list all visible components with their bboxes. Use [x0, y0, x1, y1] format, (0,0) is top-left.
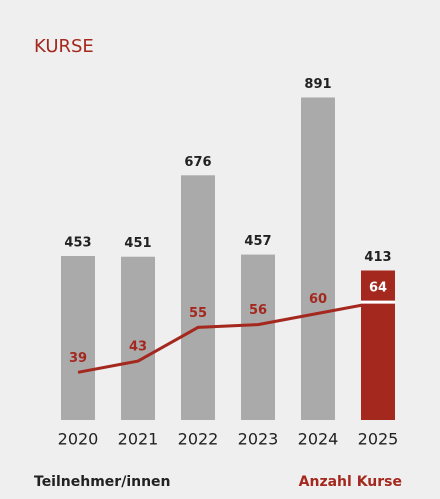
- bar-value-label: 451: [124, 236, 151, 251]
- line-value-label: 56: [249, 303, 267, 318]
- bar: [181, 175, 215, 420]
- bar-value-label: 676: [184, 155, 211, 170]
- legend-label: Teilnehmer/innen: [34, 474, 171, 490]
- line-value-label: 43: [129, 340, 147, 355]
- bar: [361, 270, 395, 420]
- chart-title: KURSE: [34, 36, 94, 57]
- bar-value-label: 457: [244, 234, 271, 249]
- x-tick-label: 2024: [298, 430, 339, 449]
- bar: [241, 254, 275, 420]
- bar: [301, 97, 335, 420]
- line-value-label: 64: [369, 281, 387, 296]
- bar-value-label: 413: [364, 250, 391, 265]
- legend-label: Anzahl Kurse: [299, 474, 402, 490]
- line-value-label: 55: [189, 306, 207, 321]
- line-value-label: 60: [309, 292, 327, 307]
- bar-value-label: 891: [304, 77, 331, 92]
- bar-value-label: 453: [64, 236, 91, 251]
- x-tick-label: 2020: [58, 430, 99, 449]
- x-tick-label: 2025: [358, 430, 399, 449]
- x-tick-label: 2021: [118, 430, 159, 449]
- bar: [61, 256, 95, 420]
- x-tick-label: 2023: [238, 430, 279, 449]
- x-tick-label: 2022: [178, 430, 219, 449]
- line-value-label: 39: [69, 351, 87, 366]
- bar: [121, 256, 155, 420]
